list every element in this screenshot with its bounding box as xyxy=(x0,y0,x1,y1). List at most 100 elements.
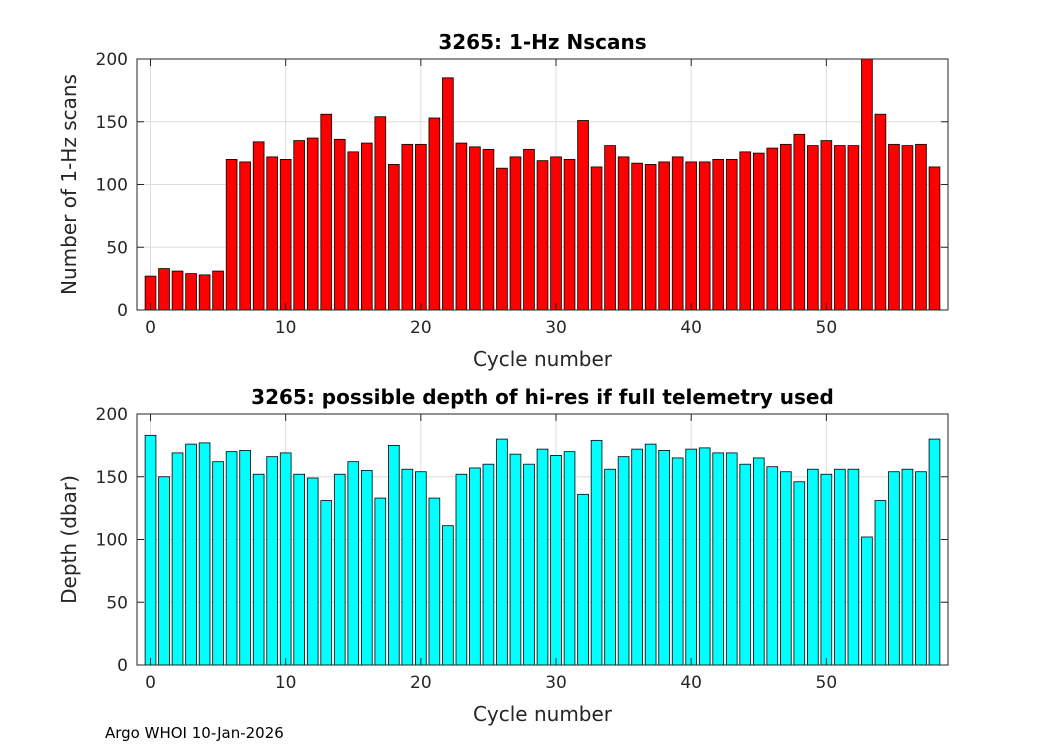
bar-cycle-33 xyxy=(590,166,603,311)
bar-cycle-0 xyxy=(144,434,157,666)
bar-cycle-11 xyxy=(293,473,306,666)
bar-cycle-11 xyxy=(293,140,306,311)
bar-cycle-2 xyxy=(171,270,184,311)
bar-cycle-27 xyxy=(509,453,522,666)
bar-cycle-22 xyxy=(442,77,454,311)
bar-cycle-45 xyxy=(752,457,765,666)
y-tick-label: 50 xyxy=(106,238,128,258)
bar-cycle-5 xyxy=(212,270,224,311)
bar-cycle-14 xyxy=(333,138,346,311)
bar-cycle-7 xyxy=(239,449,251,666)
bar-cycle-29 xyxy=(536,160,549,311)
x-tick-label: 10 xyxy=(275,318,297,338)
bar-cycle-12 xyxy=(306,137,319,311)
x-tick-label: 40 xyxy=(680,673,702,693)
bar-cycle-39 xyxy=(671,457,684,666)
bar-cycle-57 xyxy=(915,471,927,666)
bar-cycle-24 xyxy=(469,467,481,666)
bar-cycle-4 xyxy=(198,442,211,666)
bar-cycle-15 xyxy=(347,151,360,311)
bar-cycle-56 xyxy=(901,145,914,311)
bar-cycle-16 xyxy=(360,142,373,311)
bar-cycle-54 xyxy=(874,500,887,666)
bar-cycle-26 xyxy=(496,167,508,311)
bar-cycle-28 xyxy=(523,148,535,311)
bar-cycle-22 xyxy=(442,525,454,666)
bar-cycle-9 xyxy=(266,456,278,666)
bar-cycle-51 xyxy=(834,468,846,666)
y-tick-label: 50 xyxy=(106,593,128,613)
bar-cycle-30 xyxy=(550,455,562,666)
bar-cycle-51 xyxy=(834,145,846,311)
bar-cycle-17 xyxy=(374,116,387,311)
bar-cycle-43 xyxy=(725,158,738,311)
bar-cycle-34 xyxy=(604,468,616,666)
x-tick-label: 30 xyxy=(545,318,567,338)
bar-cycle-37 xyxy=(644,443,657,666)
x-tick-label: 10 xyxy=(275,673,297,693)
bar-cycle-47 xyxy=(779,143,792,311)
x-tick-label: 0 xyxy=(145,318,156,338)
bar-cycle-2 xyxy=(171,452,184,666)
bar-cycle-25 xyxy=(482,148,495,311)
bar-cycle-49 xyxy=(807,145,819,311)
bar-cycle-18 xyxy=(388,444,400,666)
bar-cycle-27 xyxy=(509,156,522,311)
bar-cycle-36 xyxy=(631,162,643,311)
bar-cycle-16 xyxy=(360,470,373,666)
bar-cycle-53 xyxy=(861,58,873,311)
bar-cycle-29 xyxy=(536,448,549,666)
bar-cycle-24 xyxy=(469,146,481,311)
bar-cycle-38 xyxy=(658,161,670,311)
bar-cycle-12 xyxy=(306,477,319,666)
bar-cycle-26 xyxy=(496,438,508,666)
bar-cycle-33 xyxy=(590,439,603,666)
bar-cycle-38 xyxy=(658,449,670,666)
bar-cycle-23 xyxy=(455,142,468,311)
bar-cycle-53 xyxy=(861,536,873,666)
bar-cycle-13 xyxy=(320,113,333,311)
bar-cycle-35 xyxy=(617,156,630,311)
y-tick-label: 200 xyxy=(96,50,128,70)
bar-cycle-17 xyxy=(374,497,387,666)
bar-cycle-21 xyxy=(428,117,441,311)
bar-cycle-9 xyxy=(266,156,278,311)
bar-cycle-25 xyxy=(482,463,495,666)
bar-cycle-50 xyxy=(820,140,833,311)
bar-cycle-52 xyxy=(847,468,860,666)
x-tick-label: 50 xyxy=(816,673,838,693)
y-tick-label: 0 xyxy=(117,656,128,676)
bar-cycle-6 xyxy=(225,158,238,311)
bar-cycle-3 xyxy=(185,443,197,666)
x-tick-label: 30 xyxy=(545,673,567,693)
bar-cycle-8 xyxy=(252,473,265,666)
bar-cycle-10 xyxy=(279,452,292,666)
bar-cycle-39 xyxy=(671,156,684,311)
bar-cycle-41 xyxy=(698,447,711,666)
x-axis-label: Cycle number xyxy=(473,347,613,371)
bar-cycle-15 xyxy=(347,461,360,666)
bar-cycle-21 xyxy=(428,497,441,666)
bar-cycle-44 xyxy=(739,463,752,666)
footer-credit: Argo WHOI 10-Jan-2026 xyxy=(105,724,284,742)
bar-cycle-20 xyxy=(415,471,427,666)
y-tick-label: 100 xyxy=(96,531,128,551)
bar-cycle-55 xyxy=(888,143,900,311)
bar-cycle-42 xyxy=(712,452,725,666)
bar-cycle-18 xyxy=(388,164,400,311)
bar-cycle-57 xyxy=(915,143,927,311)
bar-cycle-8 xyxy=(252,141,265,311)
bar-cycle-19 xyxy=(401,468,414,666)
bar-cycle-48 xyxy=(793,133,806,311)
chart-title: 3265: 1-Hz Nscans xyxy=(438,30,646,54)
y-tick-label: 200 xyxy=(96,405,128,425)
bar-cycle-41 xyxy=(698,161,711,311)
bar-cycle-19 xyxy=(401,143,414,311)
y-tick-label: 150 xyxy=(96,468,128,488)
bar-cycle-4 xyxy=(198,274,211,311)
bar-cycle-10 xyxy=(279,158,292,311)
bar-cycle-32 xyxy=(577,120,589,311)
bar-cycle-46 xyxy=(766,466,779,666)
bar-cycle-40 xyxy=(685,448,697,666)
x-tick-label: 50 xyxy=(816,318,838,338)
